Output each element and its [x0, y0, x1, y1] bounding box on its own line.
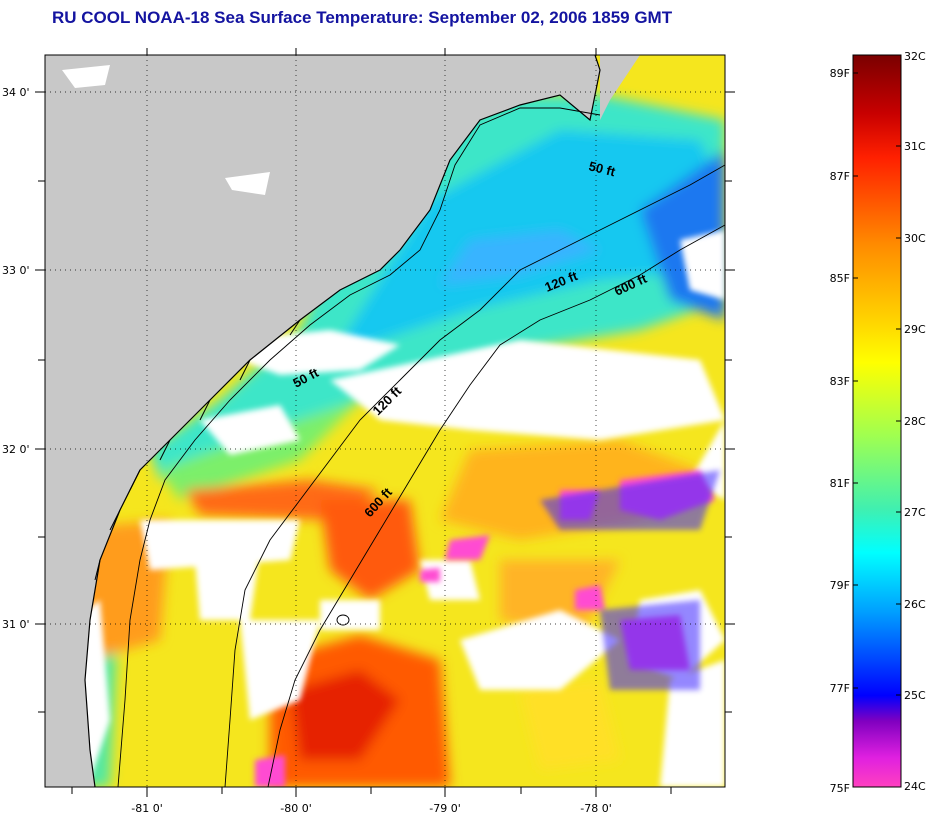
colorbar-celsius-ticks — [853, 72, 901, 696]
colorbar — [852, 54, 902, 788]
colorbar-label-30c: 30C — [904, 232, 926, 245]
colorbar-label-75f: 75F — [830, 782, 850, 795]
colorbar-label-89f: 89F — [830, 67, 850, 80]
colorbar-label-32c: 32C — [904, 50, 926, 63]
lat-label-34: 34 0' — [2, 86, 30, 99]
axis-ticks — [35, 48, 735, 797]
colorbar-label-83f: 83F — [830, 375, 850, 388]
contour-50ft — [117, 107, 601, 787]
map-frame — [44, 54, 726, 788]
contour-600ft — [267, 224, 725, 787]
lon-label-80: -80 0' — [280, 802, 312, 815]
colorbar-label-24c: 24C — [904, 780, 926, 793]
colorbar-label-85f: 85F — [830, 272, 850, 285]
colorbar-label-31c: 31C — [904, 140, 926, 153]
lat-label-31: 31 0' — [2, 618, 30, 631]
lon-label-78: -78 0' — [580, 802, 612, 815]
lat-label-32: 32 0' — [2, 443, 30, 456]
colorbar-label-26c: 26C — [904, 598, 926, 611]
colorbar-label-29c: 29C — [904, 323, 926, 336]
colorbar-label-79f: 79F — [830, 579, 850, 592]
lon-label-81: -81 0' — [131, 802, 163, 815]
sst-field — [45, 55, 725, 787]
contour-120ft — [224, 164, 725, 787]
map-title: RU COOL NOAA-18 Sea Surface Temperature:… — [52, 8, 673, 27]
lon-label-79: -79 0' — [429, 802, 461, 815]
colorbar-label-27c: 27C — [904, 506, 926, 519]
lat-label-33: 33 0' — [2, 264, 30, 277]
colorbar-label-81f: 81F — [830, 477, 850, 490]
colorbar-label-25c: 25C — [904, 689, 926, 702]
contour-label-50ft-north: 50 ft — [587, 158, 617, 179]
colorbar-label-28c: 28C — [904, 415, 926, 428]
land-area — [45, 55, 600, 787]
colorbar-label-87f: 87F — [830, 170, 850, 183]
graticule — [45, 55, 725, 787]
colorbar-label-77f: 77F — [830, 682, 850, 695]
coastline — [84, 55, 601, 787]
